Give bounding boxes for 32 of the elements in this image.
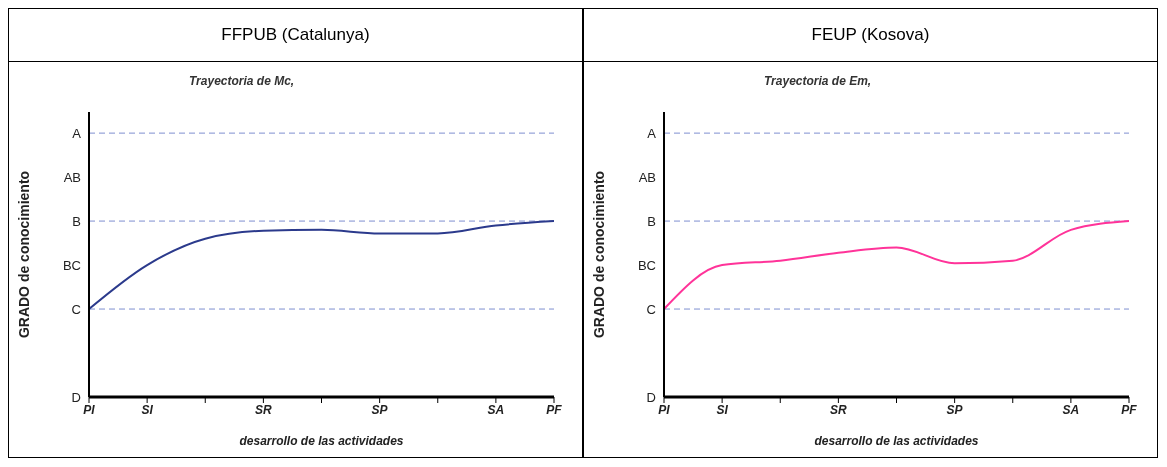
text: AB [63,169,81,185]
text: D [71,389,81,405]
text: B [647,213,656,229]
text: C [71,301,81,317]
x-tick-label: PI [83,402,96,417]
text: BC [62,257,81,273]
x-axis-title: desarrollo de las actividades [239,434,404,448]
x-tick-label: PF [1121,402,1138,417]
x-tick-label: SA [487,402,505,417]
text: A [647,125,657,141]
x-tick-label: SR [255,402,273,417]
text: B [72,213,81,229]
chart-title: FFPUB (Catalunya) [9,9,582,62]
x-tick-label: SI [141,402,154,417]
chart-title: FEUP (Kosova) [584,9,1157,62]
chart-subtitle: Trayectoria de Mc, [189,74,295,88]
x-axis-title: desarrollo de las actividades [814,434,979,448]
y-axis-title: GRADO de conocimiento [590,170,607,339]
x-tick-label: PI [658,402,671,417]
x-tick-label: SA [1062,402,1080,417]
text: A [72,125,82,141]
y-axis-title: GRADO de conocimiento [15,170,32,339]
x-tick-label: SI [716,402,729,417]
chart-subtitle: Trayectoria de Em, [764,74,872,88]
text: BC [637,257,656,273]
text: AB [638,169,656,185]
x-tick-label: PF [546,402,563,417]
x-tick-label: SP [946,402,964,417]
text: D [646,389,656,405]
text: C [646,301,656,317]
x-tick-label: SP [371,402,389,417]
x-tick-label: SR [830,402,848,417]
